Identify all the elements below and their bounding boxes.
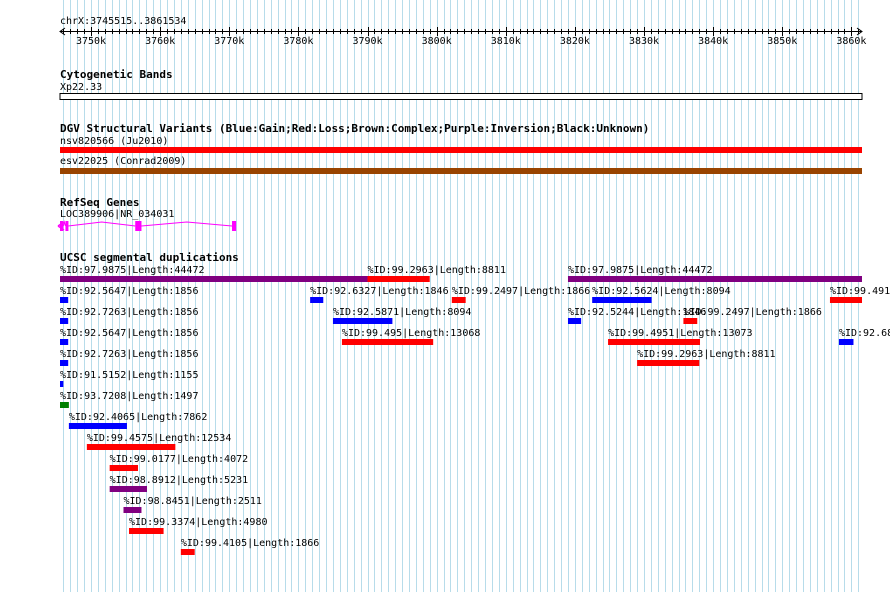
segdup-label: %ID:99.4575|Length:12534 (87, 433, 232, 444)
segdup-label: %ID:92.5647|Length:1856 (60, 328, 198, 339)
ruler-tick-label: 3860k (836, 36, 866, 47)
dgv-variant-label: nsv820566 (Ju2010) (60, 136, 168, 147)
segdup-bar (123, 507, 142, 513)
segdup-label: %ID:99.0177|Length:4072 (110, 454, 248, 465)
gene-label: LOC389906|NR_034031 (60, 209, 174, 220)
dgv-variant-bar (60, 168, 862, 174)
segdup-label: %ID:92.6327|Length:1846 (310, 286, 448, 297)
segdup-bar (829, 297, 862, 303)
ruler-tick-label: 3820k (560, 36, 590, 47)
ruler-tick-label: 3850k (767, 36, 797, 47)
gene-intron (68, 221, 136, 227)
segdup-bar (129, 528, 164, 534)
segdup-bar (637, 360, 700, 366)
dgv-variant-label: esv22025 (Conrad2009) (60, 156, 186, 167)
segdup-label: %ID:93.7208|Length:1497 (60, 391, 198, 402)
track-title-refseq-genes: RefSeq Genes (60, 196, 139, 209)
segdup-label: %ID:99.491 (830, 286, 890, 297)
segdup-bar (332, 318, 393, 324)
ruler-tick-label: 3830k (629, 36, 659, 47)
segdup-bar (60, 402, 69, 408)
segdup-label: %ID:97.9875|Length:44472 (568, 265, 713, 276)
segdup-label: %ID:97.9875|Length:44472 (60, 265, 205, 276)
segdup-label: %ID:92.5647|Length:1856 (60, 286, 198, 297)
track-title-dgv-variants: DGV Structural Variants (Blue:Gain;Red:L… (60, 122, 649, 135)
segdup-label: %ID:99.4105|Length:1866 (181, 538, 319, 549)
segdup-bar (567, 276, 862, 282)
segdup-bar (367, 276, 430, 282)
segdup-label: %ID:99.3374|Length:4980 (129, 517, 267, 528)
segdup-label: %ID:92.4065|Length:7862 (69, 412, 207, 423)
segdup-bar (109, 465, 139, 471)
segdup-label: %ID:99.4951|Length:13073 (608, 328, 753, 339)
segdup-bar (86, 444, 176, 450)
segdup-label: %ID:99.2963|Length:8811 (368, 265, 506, 276)
position-label: chrX:3745515..3861534 (60, 16, 186, 27)
segdup-bar (608, 339, 701, 345)
gene-intron (62, 220, 66, 227)
segdup-label: %ID:92.68 (839, 328, 890, 339)
gene-intron (141, 221, 233, 227)
cytoband-bar (59, 93, 863, 100)
ruler-tick-label: 3770k (214, 36, 244, 47)
segdup-label: %ID:99.2963|Length:8811 (637, 349, 775, 360)
segdup-label: %ID:99.2497|Length:1866 (683, 307, 821, 318)
coordinate-ruler: chrX:3745515..3861534 3750k 3760k 3770k 378… (59, 16, 866, 47)
segdup-bar (567, 318, 582, 324)
ruler-tick-label: 3760k (145, 36, 175, 47)
segdup-bar (592, 297, 652, 303)
segdup-bar (838, 339, 854, 345)
gene-exon (232, 221, 237, 231)
ruler-tick-label: 3840k (698, 36, 728, 47)
segdup-bar (68, 423, 127, 429)
segdup-bar (60, 339, 69, 345)
segdup-bar (109, 486, 147, 492)
segdup-label: %ID:92.7263|Length:1856 (60, 307, 198, 318)
gene-exon (65, 221, 69, 231)
ruler-tick-label: 3800k (422, 36, 452, 47)
ruler-tick-label: 3750k (76, 36, 106, 47)
gene-exon (135, 221, 142, 231)
segdup-bar (60, 360, 69, 366)
segdup-label: %ID:92.7263|Length:1856 (60, 349, 198, 360)
segdup-bar (60, 297, 69, 303)
segdup-bar (451, 297, 466, 303)
segdup-bar (341, 339, 434, 345)
segdup-bar (310, 297, 324, 303)
dgv-variant-bar (60, 147, 862, 153)
segdup-label: %ID:92.5244|Length:1846 (568, 307, 706, 318)
segdup-label: %ID:92.5624|Length:8094 (592, 286, 730, 297)
segdup-bar (60, 318, 69, 324)
ruler-tick-label: 3810k (491, 36, 521, 47)
segdup-bar (60, 276, 368, 282)
segdup-label: %ID:98.8451|Length:2511 (123, 496, 261, 507)
segdup-label: %ID:98.8912|Length:5231 (110, 475, 248, 486)
segdup-label: %ID:99.495|Length:13068 (342, 328, 480, 339)
track-title-segmental-duplications: UCSC segmental duplications (60, 251, 239, 264)
gene-strand-arrow (57, 221, 65, 231)
ruler-tick-label: 3790k (352, 36, 382, 47)
cytoband-label: Xp22.33 (60, 82, 102, 93)
ruler-tick-label: 3780k (283, 36, 313, 47)
segdup-bar (60, 381, 64, 387)
segdup-label: %ID:91.5152|Length:1155 (60, 370, 198, 381)
segdup-bar (180, 549, 195, 555)
segdup-label: %ID:92.5871|Length:8094 (333, 307, 471, 318)
track-title-cytogenetic-bands: Cytogenetic Bands (60, 68, 173, 81)
segdup-bar (683, 318, 698, 324)
segdup-label: %ID:99.2497|Length:1866 (452, 286, 590, 297)
gene-exon (60, 221, 64, 231)
